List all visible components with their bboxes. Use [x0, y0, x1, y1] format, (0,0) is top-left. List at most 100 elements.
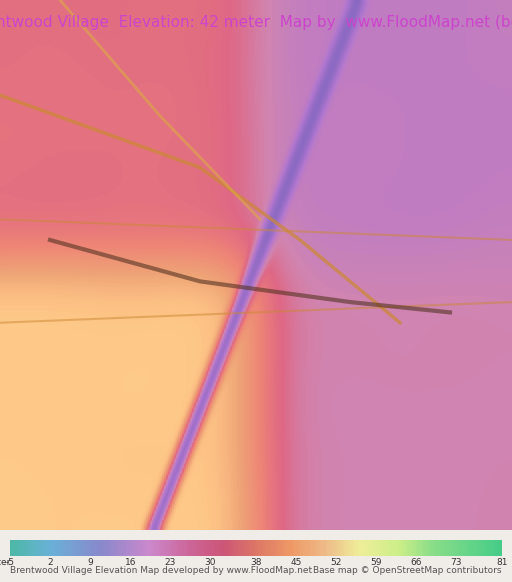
Bar	[57, 540, 59, 556]
Bar	[229, 540, 231, 556]
Bar	[327, 540, 330, 556]
Bar	[121, 540, 123, 556]
Bar	[67, 540, 69, 556]
Text: Brentwood Village  Elevation: 42 meter  Map by  www.FloodMap.net (beta): Brentwood Village Elevation: 42 meter Ma…	[0, 15, 512, 30]
Bar	[77, 540, 79, 556]
Bar	[347, 540, 349, 556]
Text: Brentwood Village Elevation Map developed by www.FloodMap.net: Brentwood Village Elevation Map develope…	[10, 566, 312, 575]
Bar	[237, 540, 239, 556]
Bar	[354, 540, 357, 556]
Bar	[266, 540, 268, 556]
Bar	[443, 540, 445, 556]
Bar	[480, 540, 482, 556]
Bar	[62, 540, 65, 556]
Text: 30: 30	[204, 558, 216, 567]
Bar	[300, 540, 303, 556]
Bar	[13, 540, 15, 556]
Bar	[244, 540, 246, 556]
Bar	[153, 540, 155, 556]
Bar	[140, 540, 143, 556]
Bar	[214, 540, 217, 556]
Text: 52: 52	[330, 558, 342, 567]
Bar	[293, 540, 295, 556]
Bar	[398, 540, 401, 556]
Bar	[278, 540, 281, 556]
Bar	[246, 540, 249, 556]
Bar	[94, 540, 96, 556]
Bar	[23, 540, 25, 556]
Bar	[209, 540, 212, 556]
Bar	[217, 540, 219, 556]
Bar	[234, 540, 237, 556]
Bar	[143, 540, 145, 556]
Bar	[106, 540, 109, 556]
Bar	[249, 540, 251, 556]
Bar	[317, 540, 320, 556]
Bar	[428, 540, 431, 556]
Bar	[91, 540, 94, 556]
Bar	[453, 540, 455, 556]
Bar	[195, 540, 197, 556]
Bar	[271, 540, 273, 556]
Bar	[376, 540, 379, 556]
Bar	[28, 540, 30, 556]
Bar	[433, 540, 435, 556]
Bar	[389, 540, 391, 556]
Text: 73: 73	[450, 558, 462, 567]
Bar	[342, 540, 345, 556]
Bar	[458, 540, 460, 556]
Bar	[136, 540, 138, 556]
Bar	[123, 540, 126, 556]
Bar	[40, 540, 42, 556]
Bar	[489, 540, 492, 556]
Bar	[72, 540, 74, 556]
Text: 38: 38	[250, 558, 262, 567]
Bar	[411, 540, 413, 556]
Bar	[413, 540, 416, 556]
Bar	[394, 540, 396, 556]
Bar	[330, 540, 332, 556]
Text: 23: 23	[164, 558, 176, 567]
Bar	[180, 540, 182, 556]
Bar	[224, 540, 226, 556]
Bar	[189, 540, 192, 556]
Bar	[200, 540, 202, 556]
Bar	[15, 540, 17, 556]
Bar	[391, 540, 394, 556]
Text: Base map © OpenStreetMap contributors: Base map © OpenStreetMap contributors	[313, 566, 502, 575]
Bar	[423, 540, 425, 556]
Text: 81: 81	[496, 558, 507, 567]
Bar	[337, 540, 339, 556]
Bar	[332, 540, 335, 556]
Bar	[54, 540, 57, 556]
Bar	[151, 540, 153, 556]
Bar	[59, 540, 62, 556]
Bar	[251, 540, 253, 556]
Bar	[273, 540, 275, 556]
Bar	[499, 540, 502, 556]
Bar	[447, 540, 450, 556]
Bar	[384, 540, 386, 556]
Bar	[256, 540, 259, 556]
Bar	[47, 540, 50, 556]
Bar	[487, 540, 489, 556]
Bar	[167, 540, 170, 556]
Bar	[133, 540, 136, 556]
Bar	[495, 540, 497, 556]
Bar	[50, 540, 52, 556]
Bar	[281, 540, 283, 556]
Bar	[131, 540, 133, 556]
Text: 16: 16	[124, 558, 136, 567]
Bar	[35, 540, 37, 556]
Bar	[290, 540, 293, 556]
Bar	[173, 540, 175, 556]
Bar	[470, 540, 472, 556]
Bar	[118, 540, 121, 556]
Bar	[339, 540, 342, 556]
Bar	[20, 540, 23, 556]
Bar	[450, 540, 453, 556]
Bar	[325, 540, 327, 556]
Bar	[109, 540, 111, 556]
Bar	[103, 540, 106, 556]
Text: 9: 9	[88, 558, 93, 567]
